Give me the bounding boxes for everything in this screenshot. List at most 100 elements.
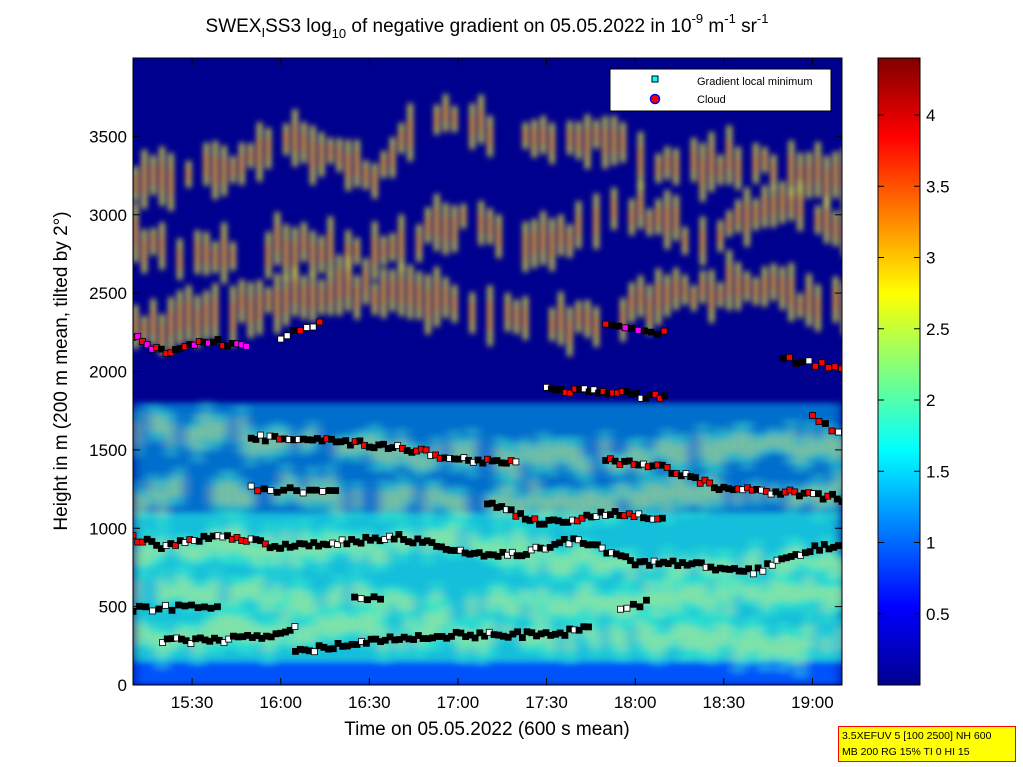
upper-layer-core — [700, 228, 705, 254]
minimum-marker — [811, 542, 819, 550]
upper-layer-core — [797, 164, 802, 189]
surface-band — [133, 661, 842, 685]
lower-layer-core — [390, 590, 395, 602]
lower-layer-core — [186, 580, 191, 604]
lower-layer-core — [531, 599, 536, 620]
minimum-marker — [615, 322, 623, 330]
minimum-marker — [257, 431, 265, 439]
lower-layer-core — [434, 590, 439, 611]
lower-layer-core — [460, 628, 465, 653]
upper-layer-core — [469, 302, 474, 324]
minimum-marker — [261, 540, 269, 548]
minimum-marker — [356, 437, 364, 445]
upper-layer-core — [336, 146, 341, 164]
upper-layer-core — [150, 234, 155, 249]
upper-layer-core — [390, 147, 395, 168]
colorbar-tick-label: 2 — [926, 391, 935, 410]
lower-layer-core — [478, 542, 483, 554]
lower-layer-core — [372, 614, 377, 633]
lower-layer-core — [407, 486, 412, 500]
upper-layer-core — [691, 148, 696, 171]
upper-layer-core — [549, 315, 554, 333]
minimum-marker — [148, 538, 156, 545]
minimum-marker — [351, 593, 358, 601]
minimum-marker — [829, 490, 836, 498]
upper-layer-core — [301, 232, 306, 252]
upper-layer-core — [762, 153, 767, 167]
lower-layer-core — [212, 529, 217, 550]
upper-layer-core — [673, 157, 678, 176]
lower-layer-core — [239, 583, 244, 599]
lower-layer-core — [682, 584, 687, 601]
upper-layer-core — [797, 193, 802, 219]
title-part: m — [703, 16, 724, 37]
lower-layer-core — [150, 413, 155, 433]
lower-layer-core — [842, 562, 846, 575]
upper-layer-core — [744, 278, 749, 295]
lower-layer-core — [815, 558, 820, 570]
lower-layer-core — [788, 584, 793, 604]
upper-layer-core — [434, 112, 439, 128]
minima-markers — [133, 318, 842, 656]
minimum-marker — [643, 596, 650, 604]
upper-layer-core — [815, 296, 820, 320]
lower-layer-core — [593, 595, 598, 616]
lower-layer-core — [788, 430, 793, 454]
lower-layer-core — [283, 473, 288, 495]
minimum-marker — [792, 359, 800, 367]
upper-layer-core — [824, 208, 829, 232]
minimum-marker — [791, 488, 799, 496]
upper-layer-core — [443, 103, 448, 123]
minimum-marker — [512, 458, 520, 466]
minimum-marker — [645, 561, 653, 569]
minimum-marker — [195, 537, 203, 545]
upper-layer-core — [806, 163, 811, 187]
upper-layer-core — [248, 149, 253, 162]
upper-layer-core — [611, 198, 616, 220]
upper-layer-core — [478, 107, 483, 132]
lower-layer-core — [407, 618, 412, 630]
lower-layer-edge — [842, 555, 847, 581]
lower-layer-core — [762, 635, 767, 660]
upper-layer-core — [478, 211, 483, 235]
lower-layer-core — [717, 438, 722, 463]
lower-layer-core — [230, 616, 235, 638]
lower-layer-core — [133, 621, 137, 646]
colorbar-tick-label: 1.5 — [926, 462, 950, 481]
upper-layer-core — [717, 288, 722, 302]
lower-layer-core — [788, 636, 793, 656]
legend-label-cloud: Cloud — [697, 94, 726, 106]
upper-layer-core — [638, 194, 643, 218]
upper-layer-core — [230, 300, 235, 332]
lower-layer-core — [673, 592, 678, 613]
upper-layer-core — [779, 191, 784, 213]
lower-layer-core — [567, 445, 572, 464]
y-axis: 0 500 1000 1500 2000 2500 3000 3500 — [89, 127, 842, 695]
minimum-marker — [162, 601, 169, 609]
upper-layer-core — [833, 288, 838, 312]
lower-layer-core — [602, 559, 607, 575]
lower-layer-core — [726, 626, 731, 643]
lower-layer-core — [150, 481, 155, 498]
upper-layer-core — [638, 146, 643, 175]
lower-layer-core — [655, 592, 660, 618]
lower-layer-core — [203, 540, 208, 556]
minimum-marker — [816, 546, 823, 554]
minimum-marker — [168, 606, 176, 614]
lower-layer-core — [478, 630, 483, 654]
lower-layer-core — [221, 481, 226, 505]
lower-layer-core — [265, 596, 270, 612]
minimum-marker — [310, 648, 318, 656]
lower-layer-core — [310, 625, 315, 644]
lower-layer-core — [717, 486, 722, 503]
lower-layer-core — [611, 493, 616, 515]
minimum-marker — [561, 631, 569, 639]
lower-layer-core — [655, 483, 660, 502]
lower-layer-core — [292, 632, 297, 646]
lower-layer-core — [141, 496, 146, 512]
upper-layer-core — [186, 299, 191, 328]
lower-layer-core — [788, 490, 793, 507]
minimum-marker — [214, 603, 221, 611]
lower-layer-core — [327, 619, 332, 638]
upper-layer-core — [531, 231, 536, 256]
